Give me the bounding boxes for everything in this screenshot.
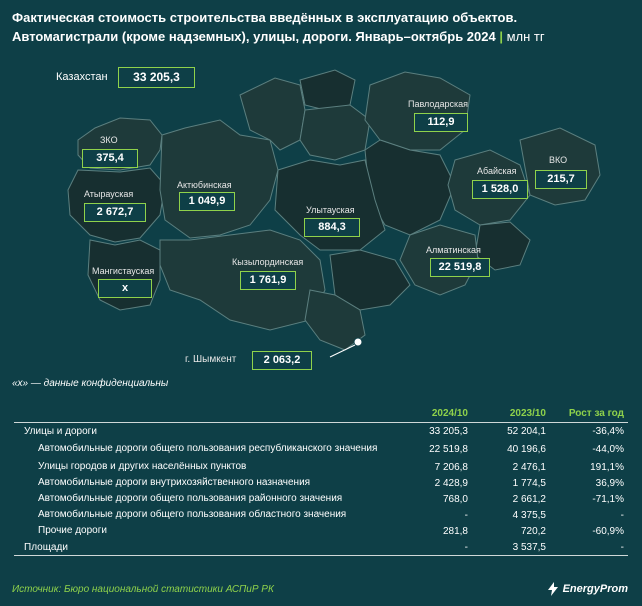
shymkent-leader-line	[329, 344, 356, 358]
total-label: Казахстан	[56, 71, 108, 83]
region-aktobe-shape	[159, 119, 279, 239]
row-2024: 2 428,9	[434, 477, 468, 489]
title-separator: |	[499, 29, 503, 44]
row-label: Прочие дороги	[38, 525, 107, 536]
region-value-abai: 1 528,0	[472, 180, 528, 199]
row-2023: 2 661,2	[512, 493, 546, 505]
table-header-row: 2024/10 2023/10 Рост за год	[14, 404, 628, 423]
source-note: Источник: Бюро национальной статистики А…	[12, 584, 274, 595]
row-label: Автомобильные дороги внутрихозяйственног…	[38, 477, 311, 488]
region-label-pavlodar: Павлодарская	[408, 99, 468, 109]
region-label-atyrau: Атырауская	[84, 189, 134, 199]
total-value: 33 205,3	[118, 67, 195, 88]
table-row: Автомобильные дороги общего пользования …	[14, 507, 628, 523]
table-row: Прочие дороги 281,8 720,2 -60,9%	[14, 523, 628, 539]
table-row: Улицы и дороги 33 205,3 52 204,1 -36,4%	[14, 423, 628, 440]
row-label: Площади	[14, 539, 394, 556]
lightning-icon	[547, 582, 558, 596]
row-2023: 40 196,6	[507, 443, 546, 455]
title-line-2-text: Автомагистрали (кроме надземных), улицы,…	[12, 29, 496, 44]
table-header-2024: 2024/10	[394, 404, 472, 423]
region-pavlodar-shape	[364, 71, 471, 151]
region-value-shymkent: 2 063,2	[252, 351, 312, 370]
row-growth: -	[550, 539, 628, 556]
row-growth: -71,1%	[592, 493, 624, 505]
region-label-almaty: Алматинская	[426, 245, 481, 255]
region-label-zko: ЗКО	[100, 135, 118, 145]
row-label: Автомобильные дороги общего пользования …	[38, 443, 378, 454]
region-value-aktobe: 1 049,9	[179, 192, 235, 211]
region-label-vko: ВКО	[549, 155, 568, 165]
region-label-ulytau: Улытауская	[306, 205, 355, 215]
chart-title: Фактическая стоимость строительства введ…	[12, 8, 632, 46]
region-value-almaty: 22 519,8	[430, 258, 490, 277]
region-value-pavlodar: 112,9	[414, 113, 468, 132]
row-growth: 36,9%	[595, 477, 624, 489]
title-line-2: Автомагистрали (кроме надземных), улицы,…	[12, 27, 632, 46]
region-vko-shape	[519, 127, 601, 206]
table-row: Автомобильные дороги общего пользования …	[14, 439, 628, 459]
table-header-2023: 2023/10	[472, 404, 550, 423]
row-2023: 3 537,5	[472, 539, 550, 556]
table-row: Автомобильные дороги общего пользования …	[14, 491, 628, 507]
table-header-growth: Рост за год	[550, 404, 628, 423]
title-line-1: Фактическая стоимость строительства введ…	[12, 10, 518, 25]
row-label: Улицы городов и других населённых пункто…	[38, 461, 247, 472]
data-table: 2024/10 2023/10 Рост за год Улицы и доро…	[14, 404, 628, 556]
row-growth: -36,4%	[592, 425, 624, 437]
table-row: Площади - 3 537,5 -	[14, 539, 628, 556]
region-label-abai: Абайская	[477, 166, 517, 176]
region-label-aktobe: Актюбинская	[177, 180, 232, 190]
region-label-kyzylorda: Кызылординская	[232, 257, 304, 267]
region-value-atyrau: 2 672,7	[84, 203, 146, 222]
row-2023: 1 774,5	[512, 477, 546, 489]
table-header-label	[14, 404, 394, 423]
region-sko-shape	[299, 69, 356, 111]
region-akmola-shape	[299, 104, 371, 161]
region-value-mangistau: x	[98, 279, 152, 298]
brand-name: EnergyProm	[562, 582, 628, 595]
row-growth: 191,1%	[590, 461, 624, 473]
row-2024: 768,0	[442, 493, 468, 505]
row-2024: 281,8	[442, 525, 468, 537]
shymkent-marker	[353, 337, 363, 347]
row-2024: 7 206,8	[434, 461, 468, 473]
region-label-shymkent: г. Шымкент	[185, 354, 237, 365]
row-label: Автомобильные дороги общего пользования …	[38, 493, 343, 504]
row-2024: -	[464, 509, 468, 521]
region-value-zko: 375,4	[82, 149, 138, 168]
row-2023: 52 204,1	[507, 425, 546, 437]
title-unit: млн тг	[506, 29, 545, 44]
row-growth: -	[620, 509, 624, 521]
region-value-kyzylorda: 1 761,9	[240, 271, 296, 290]
row-growth: -44,0%	[592, 443, 624, 455]
row-growth: -60,9%	[592, 525, 624, 537]
row-2024: 33 205,3	[429, 425, 468, 437]
table-row: Автомобильные дороги внутрихозяйственног…	[14, 475, 628, 491]
row-2024: -	[394, 539, 472, 556]
brand-logo: EnergyProm	[546, 582, 628, 596]
region-value-vko: 215,7	[535, 170, 587, 189]
row-label: Автомобильные дороги общего пользования …	[38, 509, 347, 520]
table-row: Улицы городов и других населённых пункто…	[14, 459, 628, 475]
region-label-mangistau: Мангистауская	[92, 266, 155, 276]
confidential-note: «x» — данные конфиденциальны	[12, 378, 169, 389]
row-2024: 22 519,8	[429, 443, 468, 455]
row-2023: 720,2	[520, 525, 546, 537]
region-value-ulytau: 884,3	[304, 218, 360, 237]
kazakhstan-map	[67, 69, 601, 358]
row-label: Улицы и дороги	[24, 425, 97, 437]
row-2023: 2 476,1	[512, 461, 546, 473]
row-2023: 4 375,5	[512, 509, 546, 521]
